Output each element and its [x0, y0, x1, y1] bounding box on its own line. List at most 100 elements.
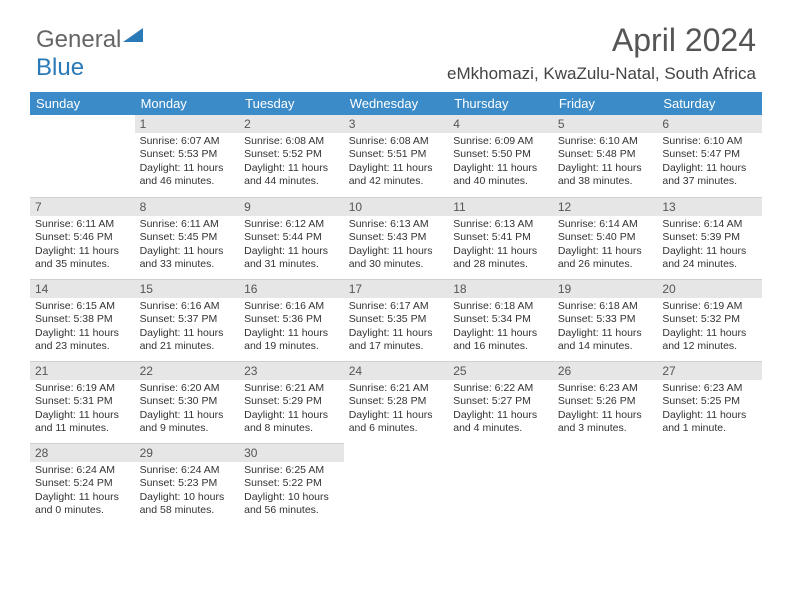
- daylight-text: Daylight: 11 hours and 16 minutes.: [453, 327, 548, 354]
- calendar-day-cell: 27Sunrise: 6:23 AMSunset: 5:25 PMDayligh…: [657, 361, 762, 443]
- day-number: 14: [30, 279, 135, 298]
- day-number: 17: [344, 279, 449, 298]
- calendar-day-cell: 17Sunrise: 6:17 AMSunset: 5:35 PMDayligh…: [344, 279, 449, 361]
- logo-text-1: General: [36, 26, 121, 53]
- day-number: 20: [657, 279, 762, 298]
- sunset-text: Sunset: 5:24 PM: [35, 477, 130, 490]
- logo-triangle-icon: [123, 26, 145, 44]
- calendar-body: 1Sunrise: 6:07 AMSunset: 5:53 PMDaylight…: [30, 115, 762, 525]
- daylight-text: Daylight: 11 hours and 11 minutes.: [35, 409, 130, 436]
- calendar-day-cell: 22Sunrise: 6:20 AMSunset: 5:30 PMDayligh…: [135, 361, 240, 443]
- logo-text-2: Blue: [36, 54, 84, 81]
- day-number: 25: [448, 361, 553, 380]
- sunrise-text: Sunrise: 6:16 AM: [244, 300, 339, 313]
- calendar-day-cell: 2Sunrise: 6:08 AMSunset: 5:52 PMDaylight…: [239, 115, 344, 197]
- day-data: Sunrise: 6:10 AMSunset: 5:47 PMDaylight:…: [657, 133, 762, 193]
- sunset-text: Sunset: 5:53 PM: [140, 148, 235, 161]
- day-data: Sunrise: 6:17 AMSunset: 5:35 PMDaylight:…: [344, 298, 449, 358]
- calendar-day-cell: 12Sunrise: 6:14 AMSunset: 5:40 PMDayligh…: [553, 197, 658, 279]
- calendar-day-cell: 29Sunrise: 6:24 AMSunset: 5:23 PMDayligh…: [135, 443, 240, 525]
- daylight-text: Daylight: 11 hours and 9 minutes.: [140, 409, 235, 436]
- daylight-text: Daylight: 11 hours and 12 minutes.: [662, 327, 757, 354]
- daylight-text: Daylight: 11 hours and 38 minutes.: [558, 162, 653, 189]
- day-number: 23: [239, 361, 344, 380]
- sunrise-text: Sunrise: 6:14 AM: [558, 218, 653, 231]
- header-wednesday: Wednesday: [344, 92, 449, 115]
- day-number: 7: [30, 197, 135, 216]
- sunset-text: Sunset: 5:39 PM: [662, 231, 757, 244]
- day-number: 11: [448, 197, 553, 216]
- header-tuesday: Tuesday: [239, 92, 344, 115]
- day-data: Sunrise: 6:20 AMSunset: 5:30 PMDaylight:…: [135, 380, 240, 440]
- day-number: 24: [344, 361, 449, 380]
- sunset-text: Sunset: 5:43 PM: [349, 231, 444, 244]
- sunrise-text: Sunrise: 6:21 AM: [349, 382, 444, 395]
- sunset-text: Sunset: 5:40 PM: [558, 231, 653, 244]
- calendar-day-cell: 20Sunrise: 6:19 AMSunset: 5:32 PMDayligh…: [657, 279, 762, 361]
- day-number: 29: [135, 443, 240, 462]
- daylight-text: Daylight: 10 hours and 56 minutes.: [244, 491, 339, 518]
- daylight-text: Daylight: 11 hours and 24 minutes.: [662, 245, 757, 272]
- day-number: 12: [553, 197, 658, 216]
- calendar-day-cell: 23Sunrise: 6:21 AMSunset: 5:29 PMDayligh…: [239, 361, 344, 443]
- daylight-text: Daylight: 11 hours and 26 minutes.: [558, 245, 653, 272]
- sunset-text: Sunset: 5:27 PM: [453, 395, 548, 408]
- day-data: Sunrise: 6:08 AMSunset: 5:51 PMDaylight:…: [344, 133, 449, 193]
- day-number: 1: [135, 115, 240, 133]
- day-data: Sunrise: 6:23 AMSunset: 5:26 PMDaylight:…: [553, 380, 658, 440]
- sunrise-text: Sunrise: 6:19 AM: [662, 300, 757, 313]
- daylight-text: Daylight: 11 hours and 28 minutes.: [453, 245, 548, 272]
- sunrise-text: Sunrise: 6:25 AM: [244, 464, 339, 477]
- calendar-day-cell: 21Sunrise: 6:19 AMSunset: 5:31 PMDayligh…: [30, 361, 135, 443]
- daylight-text: Daylight: 11 hours and 40 minutes.: [453, 162, 548, 189]
- daylight-text: Daylight: 11 hours and 44 minutes.: [244, 162, 339, 189]
- day-data: Sunrise: 6:18 AMSunset: 5:33 PMDaylight:…: [553, 298, 658, 358]
- day-number: 2: [239, 115, 344, 133]
- day-number: 9: [239, 197, 344, 216]
- day-data: Sunrise: 6:19 AMSunset: 5:32 PMDaylight:…: [657, 298, 762, 358]
- calendar-day-cell: 7Sunrise: 6:11 AMSunset: 5:46 PMDaylight…: [30, 197, 135, 279]
- calendar-day-cell: 24Sunrise: 6:21 AMSunset: 5:28 PMDayligh…: [344, 361, 449, 443]
- sunrise-text: Sunrise: 6:08 AM: [244, 135, 339, 148]
- day-data: Sunrise: 6:11 AMSunset: 5:45 PMDaylight:…: [135, 216, 240, 276]
- calendar-week-row: 21Sunrise: 6:19 AMSunset: 5:31 PMDayligh…: [30, 361, 762, 443]
- calendar-day-cell: 4Sunrise: 6:09 AMSunset: 5:50 PMDaylight…: [448, 115, 553, 197]
- day-data: Sunrise: 6:24 AMSunset: 5:24 PMDaylight:…: [30, 462, 135, 522]
- sunrise-text: Sunrise: 6:14 AM: [662, 218, 757, 231]
- calendar-day-cell: 16Sunrise: 6:16 AMSunset: 5:36 PMDayligh…: [239, 279, 344, 361]
- sunrise-text: Sunrise: 6:12 AM: [244, 218, 339, 231]
- sunrise-text: Sunrise: 6:11 AM: [140, 218, 235, 231]
- daylight-text: Daylight: 11 hours and 33 minutes.: [140, 245, 235, 272]
- daylight-text: Daylight: 11 hours and 8 minutes.: [244, 409, 339, 436]
- calendar-week-row: 28Sunrise: 6:24 AMSunset: 5:24 PMDayligh…: [30, 443, 762, 525]
- sunrise-text: Sunrise: 6:24 AM: [140, 464, 235, 477]
- sunrise-text: Sunrise: 6:23 AM: [662, 382, 757, 395]
- sunset-text: Sunset: 5:35 PM: [349, 313, 444, 326]
- calendar-day-cell: 3Sunrise: 6:08 AMSunset: 5:51 PMDaylight…: [344, 115, 449, 197]
- sunset-text: Sunset: 5:45 PM: [140, 231, 235, 244]
- calendar-day-cell: [553, 443, 658, 525]
- sunset-text: Sunset: 5:44 PM: [244, 231, 339, 244]
- day-number: 10: [344, 197, 449, 216]
- sunrise-text: Sunrise: 6:09 AM: [453, 135, 548, 148]
- calendar-day-cell: 14Sunrise: 6:15 AMSunset: 5:38 PMDayligh…: [30, 279, 135, 361]
- day-data: Sunrise: 6:14 AMSunset: 5:39 PMDaylight:…: [657, 216, 762, 276]
- day-number: 26: [553, 361, 658, 380]
- calendar-day-cell: 30Sunrise: 6:25 AMSunset: 5:22 PMDayligh…: [239, 443, 344, 525]
- sunset-text: Sunset: 5:22 PM: [244, 477, 339, 490]
- sunrise-text: Sunrise: 6:15 AM: [35, 300, 130, 313]
- day-number: 5: [553, 115, 658, 133]
- day-data: Sunrise: 6:22 AMSunset: 5:27 PMDaylight:…: [448, 380, 553, 440]
- page-title: April 2024: [612, 22, 756, 59]
- calendar-day-cell: [448, 443, 553, 525]
- sunrise-text: Sunrise: 6:18 AM: [453, 300, 548, 313]
- day-data: Sunrise: 6:21 AMSunset: 5:29 PMDaylight:…: [239, 380, 344, 440]
- day-data: Sunrise: 6:23 AMSunset: 5:25 PMDaylight:…: [657, 380, 762, 440]
- day-data: Sunrise: 6:25 AMSunset: 5:22 PMDaylight:…: [239, 462, 344, 522]
- day-data: Sunrise: 6:14 AMSunset: 5:40 PMDaylight:…: [553, 216, 658, 276]
- day-number: 21: [30, 361, 135, 380]
- calendar-day-cell: 10Sunrise: 6:13 AMSunset: 5:43 PMDayligh…: [344, 197, 449, 279]
- day-number: 15: [135, 279, 240, 298]
- sunset-text: Sunset: 5:32 PM: [662, 313, 757, 326]
- day-number: 22: [135, 361, 240, 380]
